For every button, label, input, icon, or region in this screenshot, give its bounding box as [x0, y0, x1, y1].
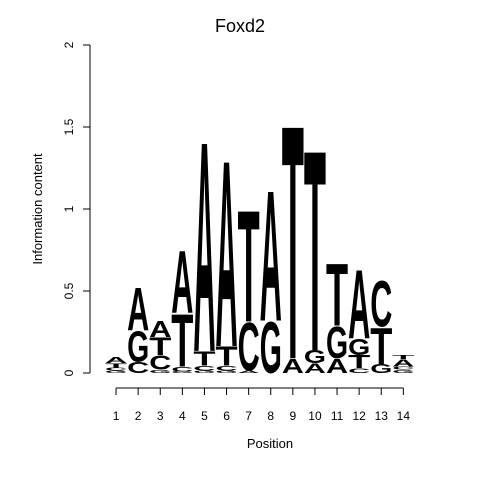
- logo-letter-A: A: [392, 357, 414, 369]
- logo-letter-G: G: [216, 370, 238, 374]
- y-tick-label: 0.5: [62, 282, 76, 299]
- logo-letter-C: C: [193, 364, 215, 372]
- logo-letter-C: C: [127, 359, 149, 377]
- logo-letter-A: A: [326, 354, 348, 378]
- x-axis: 1 2 3 4 5 6 7 8 9 10 11 12 13 14: [113, 387, 411, 423]
- y-axis-title: Information content: [30, 153, 45, 265]
- logo-letter-T: T: [238, 178, 260, 356]
- x-tick-label: 5: [201, 409, 208, 423]
- logo-letter-A: A: [127, 276, 149, 344]
- logo-letter-T: T: [149, 332, 171, 360]
- logo-letter-G: G: [127, 323, 149, 371]
- logo-letter-A: A: [105, 356, 127, 365]
- y-tick-label: 1.5: [62, 118, 76, 135]
- logo-letter-G: G: [149, 369, 171, 374]
- logo-letter-G: G: [392, 369, 414, 374]
- logo-letter-C: C: [171, 365, 193, 373]
- logo-letter-T: T: [304, 92, 326, 412]
- logo-letter-G: G: [105, 370, 127, 374]
- logo-letter-A: A: [304, 361, 326, 376]
- y-tick-label: 0: [62, 369, 76, 376]
- x-tick-label: 2: [135, 409, 142, 423]
- logo-letter-T: T: [392, 354, 414, 360]
- logo-letter-G: G: [348, 335, 370, 360]
- logo-letter-C: C: [238, 310, 260, 386]
- logo-letter-C: C: [105, 366, 127, 371]
- logo-letter-G: G: [304, 347, 326, 368]
- logo-letter-T: T: [370, 316, 392, 375]
- logo-letter-G: G: [193, 370, 215, 374]
- logo-letter-C: C: [392, 366, 414, 371]
- logo-letter-A: A: [238, 370, 260, 374]
- logo-letter-G: G: [171, 371, 193, 373]
- logo-letter-G: G: [326, 319, 348, 369]
- x-tick-label: 14: [397, 409, 411, 423]
- logo-letter-A: A: [260, 153, 282, 361]
- x-tick-label: 13: [375, 409, 389, 423]
- x-tick-label: 3: [157, 409, 164, 423]
- x-tick-label: 8: [267, 409, 274, 423]
- logo-letter-T: T: [171, 300, 193, 383]
- y-tick-label: 2: [62, 41, 76, 48]
- x-tick-label: 4: [179, 409, 186, 423]
- x-tick-label: 6: [223, 409, 230, 423]
- x-tick-label: 7: [245, 409, 252, 423]
- logo-letter-T: T: [193, 347, 215, 370]
- x-tick-label: 12: [352, 409, 366, 423]
- logo-letter-C: C: [149, 351, 171, 375]
- x-tick-label: 10: [308, 409, 322, 423]
- logo-letter-A: A: [171, 233, 193, 332]
- logo-letter-G: G: [370, 362, 392, 376]
- y-tick-label: 1: [62, 205, 76, 212]
- logo-letter-T: T: [105, 362, 127, 368]
- logo-letter-C: C: [348, 367, 370, 375]
- logo-letter-T: T: [348, 352, 371, 372]
- logo-letter-A: A: [348, 251, 370, 360]
- logo-letter-A: A: [282, 354, 304, 378]
- logo-letter-C: C: [216, 364, 238, 372]
- logo-letter-G: G: [260, 307, 282, 389]
- logo-letter-T: T: [216, 341, 239, 372]
- x-tick-label: 9: [290, 409, 297, 423]
- logo-letter-A: A: [193, 81, 215, 416]
- chart-title: Foxd2: [215, 16, 265, 36]
- logo-letter-T: T: [282, 56, 304, 430]
- logo-letter-T: T: [326, 247, 348, 345]
- y-axis: 0 0.5 1 1.5 2: [62, 41, 91, 376]
- x-axis-title: Position: [247, 436, 293, 451]
- x-tick-label: 11: [331, 409, 344, 423]
- x-tick-label: 1: [113, 409, 120, 423]
- logo-letter-A: A: [216, 106, 238, 404]
- logo-letter-A: A: [149, 317, 171, 342]
- logo-letter-C: C: [370, 266, 392, 340]
